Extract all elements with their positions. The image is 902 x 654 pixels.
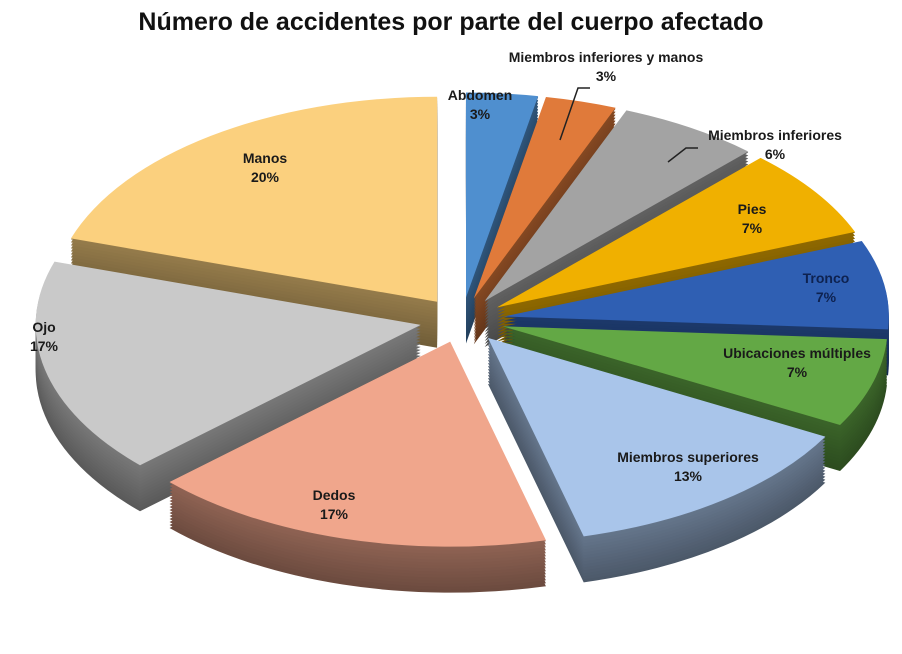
leader-line — [559, 87, 590, 141]
pie-slice-top — [70, 96, 438, 302]
pie-slice-top — [502, 326, 887, 426]
pie-slice-manos — [70, 96, 438, 348]
pie-slice-ojo — [35, 261, 421, 512]
pie-slice-miembros-superiores — [487, 337, 826, 583]
pie-slice-top — [35, 261, 421, 466]
data-label: Manos 20% — [243, 150, 288, 185]
pie-slice-top — [487, 337, 826, 537]
data-label: Pies 7% — [738, 201, 767, 236]
pie-slice-top — [169, 341, 546, 547]
pie-slice-top — [465, 92, 539, 298]
data-label: Dedos 17% — [313, 487, 356, 522]
data-label: Tronco 7% — [803, 270, 850, 305]
data-label: Abdomen 3% — [448, 87, 513, 122]
pie-slice-top — [503, 241, 889, 330]
data-label: Miembros superiores 13% — [617, 449, 759, 484]
data-label: Miembros inferiores 6% — [708, 127, 842, 162]
data-label: Ojo 17% — [30, 319, 59, 354]
pie-slice-top — [484, 110, 749, 301]
data-label: Miembros inferiores y manos 3% — [509, 49, 704, 84]
pie-slice-top — [497, 157, 855, 308]
pie-slice-dedos — [169, 341, 546, 593]
chart-title: Número de accidentes por parte del cuerp… — [138, 8, 764, 36]
leader-line — [667, 147, 698, 163]
pie-slice-top — [473, 96, 616, 299]
data-label: Ubicaciones múltiples 7% — [723, 345, 871, 380]
